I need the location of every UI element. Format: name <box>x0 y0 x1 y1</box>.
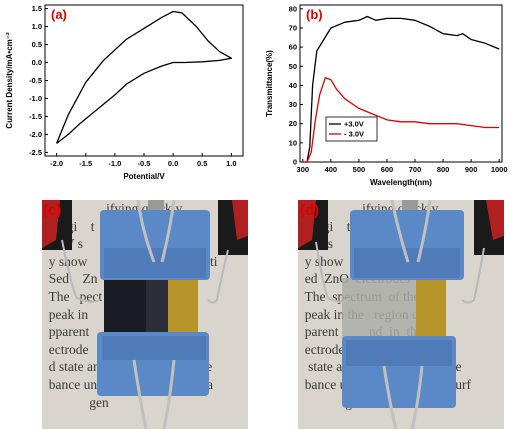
x-tick-label: 300 <box>297 165 310 174</box>
y-tick-label: 0 <box>293 158 297 167</box>
x-tick-label: -2.0 <box>50 159 63 168</box>
x-tick-label: -1.0 <box>108 159 121 168</box>
y-tick-label: 60 <box>289 43 297 52</box>
y-tick-label: 80 <box>289 4 297 13</box>
y-tick-label: -0.5 <box>29 76 42 85</box>
x-tick-label: -0.5 <box>138 159 151 168</box>
x-tick-label: -1.5 <box>79 159 92 168</box>
y-tick-label: 1.5 <box>32 4 42 13</box>
x-axis-label: Potential/V <box>123 172 165 181</box>
y-tick-label: -2.0 <box>29 130 42 139</box>
x-tick-label: 900 <box>465 165 478 174</box>
x-tick-label: 1000 <box>491 165 508 174</box>
photo-c-illustration <box>42 200 248 429</box>
photo-d-label: (d) <box>300 202 320 219</box>
plot-frame <box>299 4 503 163</box>
x-tick-label: 800 <box>437 165 450 174</box>
x-tick-label: 400 <box>325 165 338 174</box>
x-tick-label: 500 <box>353 165 366 174</box>
y-tick-label: 70 <box>289 23 297 32</box>
y-tick-label: -1.5 <box>29 112 42 121</box>
panel-b-transmittance-spectra: 300 400 500 600 700 800 900 1000 0 10 20 30 40 50 60 70… <box>257 0 513 200</box>
x-tick-label: 700 <box>409 165 422 174</box>
photo-c-device: ifying quickly. Origi t x ed ZnO cap a 2… <box>42 200 248 429</box>
y-tick-label: 1.0 <box>32 22 42 31</box>
chart-b-svg: 300 400 500 600 700 800 900 1000 0 10 20 30 40 50 60 70… <box>265 4 508 187</box>
series-line-1 <box>302 15 500 163</box>
y-axis-label: Current Density/mA•cm⁻² <box>5 32 14 129</box>
y-tick-label: 40 <box>289 81 297 90</box>
y-tick-label: -2.5 <box>29 148 42 157</box>
x-tick-label: 600 <box>381 165 394 174</box>
series-line-2 <box>302 77 500 163</box>
legend-label: +3.0V <box>344 120 364 129</box>
photo-d-illustration <box>298 200 504 429</box>
legend-label: - 3.0V <box>344 130 364 139</box>
y-tick-label: 0.5 <box>32 40 42 49</box>
photo-c-text-line: gen <box>42 394 109 410</box>
x-tick-label: 1.0 <box>226 159 236 168</box>
y-tick-label: 0.0 <box>32 58 42 67</box>
y-axis-label: Transmittance(%) <box>265 50 274 117</box>
chart-a-svg: -2.0 -1.5 -1.0 -0.5 0.0 0.5 1.0 -2.5 -2.0 -1.5 -1.… <box>5 4 244 181</box>
y-tick-label: -1.0 <box>29 94 42 103</box>
panel-label: (a) <box>51 7 67 22</box>
y-tick-label: 30 <box>289 100 297 109</box>
photo-c-label: (c) <box>43 202 62 219</box>
panel-a-cyclic-voltammogram: -2.0 -1.5 -1.0 -0.5 0.0 0.5 1.0 -2.5 -2.0 -1.5 -1.… <box>0 0 256 200</box>
panel-label: (b) <box>306 7 323 22</box>
x-tick-label: 0.5 <box>197 159 207 168</box>
x-axis-label: Wavelength(nm) <box>370 178 432 187</box>
legend-box <box>325 116 378 142</box>
photo-d-device: ifying quickly. Origi t x ed ZnO cap 2V … <box>298 200 504 429</box>
y-tick-label: 10 <box>289 138 297 147</box>
y-tick-label: 20 <box>289 119 297 128</box>
series-line-1 <box>55 10 233 144</box>
y-tick-label: 50 <box>289 62 297 71</box>
x-tick-label: 0.0 <box>168 159 178 168</box>
